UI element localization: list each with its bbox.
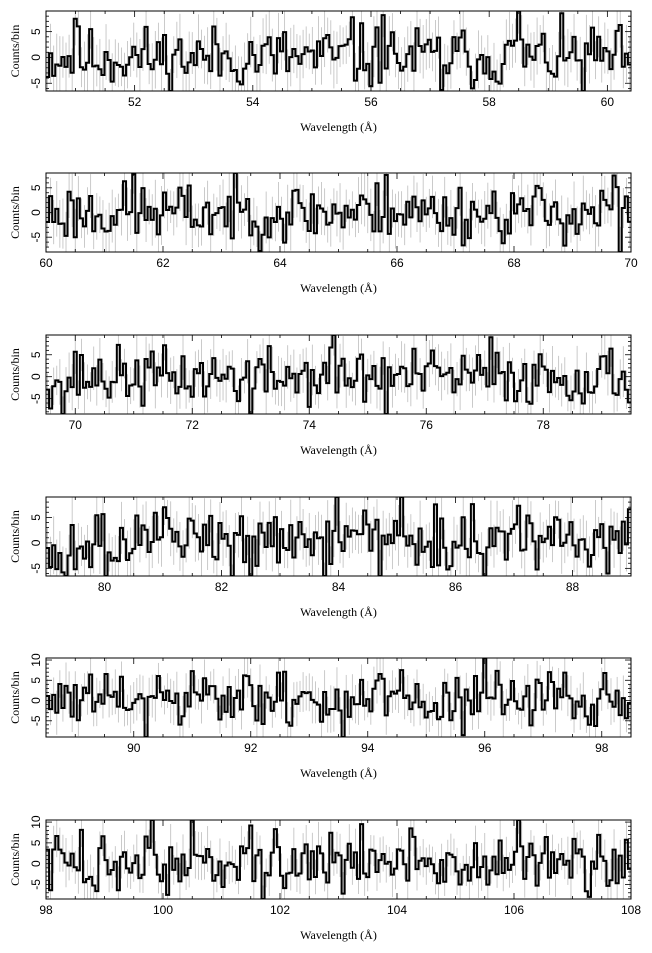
y-tick-label: 0 bbox=[29, 860, 43, 867]
x-axis-title: Wavelength (Å) bbox=[300, 766, 377, 780]
spectrum-data bbox=[46, 335, 631, 414]
spectrum-histogram bbox=[46, 335, 631, 414]
panel-2: 60 62 64 66 68 70 -5 0 5 Wavelength (Å) Counts/bin bbox=[8, 172, 638, 295]
x-tick-label: 52 bbox=[128, 95, 142, 109]
x-tick-label: 78 bbox=[537, 418, 551, 432]
x-tick-label: 70 bbox=[69, 418, 83, 432]
y-tick-label: 0 bbox=[29, 54, 43, 61]
y-tick-label: 5 bbox=[29, 514, 43, 521]
y-axis-title: Counts/bin bbox=[8, 833, 22, 886]
x-axis-title: Wavelength (Å) bbox=[300, 281, 377, 295]
x-tick-label: 98 bbox=[39, 903, 53, 917]
spectrum-histogram bbox=[46, 173, 631, 252]
y-tick-label: -5 bbox=[29, 879, 43, 890]
x-tick-label: 88 bbox=[566, 580, 580, 594]
y-tick-label: 5 bbox=[29, 28, 43, 35]
x-tick-label: 90 bbox=[127, 741, 141, 755]
spectrum-data bbox=[46, 173, 631, 252]
x-tick-label: 68 bbox=[507, 256, 521, 270]
spectrum-histogram bbox=[46, 497, 631, 576]
spectrum-data bbox=[46, 11, 631, 91]
x-tick-label: 72 bbox=[186, 418, 200, 432]
y-tick-label: 10 bbox=[29, 653, 43, 667]
y-tick-label: 0 bbox=[29, 697, 43, 704]
y-axis-title: Counts/bin bbox=[8, 25, 22, 78]
y-tick-label: -5 bbox=[29, 393, 43, 404]
panel-4: 80 82 84 86 88 -5 0 5 Wavelength (Å) Counts/bin bbox=[8, 496, 632, 619]
y-tick-label: 10 bbox=[29, 815, 43, 829]
x-tick-label: 94 bbox=[361, 741, 375, 755]
y-axis-title: Counts/bin bbox=[8, 186, 22, 239]
x-tick-label: 86 bbox=[449, 580, 463, 594]
x-tick-label: 74 bbox=[303, 418, 317, 432]
panel-5: 90 92 94 96 98 -5 0 5 10 Wavelength (Å) Counts/bin bbox=[8, 653, 632, 780]
panel-1: 52 54 56 58 60 -5 0 5 Wavelength (Å) Counts/bin bbox=[8, 10, 632, 134]
x-tick-label: 60 bbox=[601, 95, 615, 109]
y-axis-title: Counts/bin bbox=[8, 671, 22, 724]
x-tick-label: 64 bbox=[273, 256, 287, 270]
x-tick-label: 66 bbox=[390, 256, 404, 270]
x-tick-label: 104 bbox=[387, 903, 407, 917]
x-tick-label: 70 bbox=[624, 256, 638, 270]
y-tick-label: 0 bbox=[29, 209, 43, 216]
x-axis-title: Wavelength (Å) bbox=[300, 605, 377, 619]
spectrum-data bbox=[46, 820, 631, 899]
spectrum-data bbox=[46, 497, 631, 576]
spectrum-data bbox=[46, 658, 631, 737]
y-tick-label: 0 bbox=[29, 539, 43, 546]
x-tick-label: 58 bbox=[483, 95, 497, 109]
x-axis-title: Wavelength (Å) bbox=[300, 443, 377, 457]
panel-6: 98 100 102 104 106 108 -5 0 5 10 Wavelength (Å) Cou… bbox=[8, 815, 641, 942]
y-axis-title: Counts/bin bbox=[8, 348, 22, 401]
plot-frame bbox=[45, 10, 632, 92]
panel-3: 70 72 74 76 78 -5 0 5 Wavelength (Å) Counts/bin bbox=[8, 334, 632, 457]
x-tick-label: 96 bbox=[478, 741, 492, 755]
x-axis-title: Wavelength (Å) bbox=[300, 928, 377, 942]
y-tick-label: -5 bbox=[29, 232, 43, 243]
spectrum-histogram bbox=[46, 820, 631, 899]
x-tick-label: 80 bbox=[98, 580, 112, 594]
y-tick-label: 0 bbox=[29, 373, 43, 380]
x-tick-label: 82 bbox=[215, 580, 229, 594]
x-axis-title: Wavelength (Å) bbox=[300, 120, 377, 134]
spectrum-histogram bbox=[46, 658, 631, 737]
y-tick-label: 5 bbox=[29, 839, 43, 846]
x-tick-label: 98 bbox=[595, 741, 609, 755]
spectrum-histogram bbox=[46, 11, 631, 91]
x-tick-label: 56 bbox=[364, 95, 378, 109]
y-tick-label: 5 bbox=[29, 351, 43, 358]
x-tick-label: 54 bbox=[246, 95, 260, 109]
x-tick-label: 92 bbox=[244, 741, 258, 755]
x-tick-label: 60 bbox=[39, 256, 53, 270]
x-tick-label: 108 bbox=[621, 903, 641, 917]
x-tick-label: 62 bbox=[156, 256, 170, 270]
y-tick-label: 5 bbox=[29, 184, 43, 191]
x-tick-label: 102 bbox=[270, 903, 290, 917]
y-tick-label: 5 bbox=[29, 677, 43, 684]
x-tick-label: 84 bbox=[332, 580, 346, 594]
x-tick-label: 106 bbox=[504, 903, 524, 917]
y-axis-title: Counts/bin bbox=[8, 510, 22, 563]
x-tick-label: 100 bbox=[153, 903, 173, 917]
x-tick-label: 76 bbox=[420, 418, 434, 432]
y-tick-label: -5 bbox=[29, 563, 43, 574]
y-tick-label: -5 bbox=[29, 78, 43, 89]
y-tick-label: -5 bbox=[29, 715, 43, 726]
